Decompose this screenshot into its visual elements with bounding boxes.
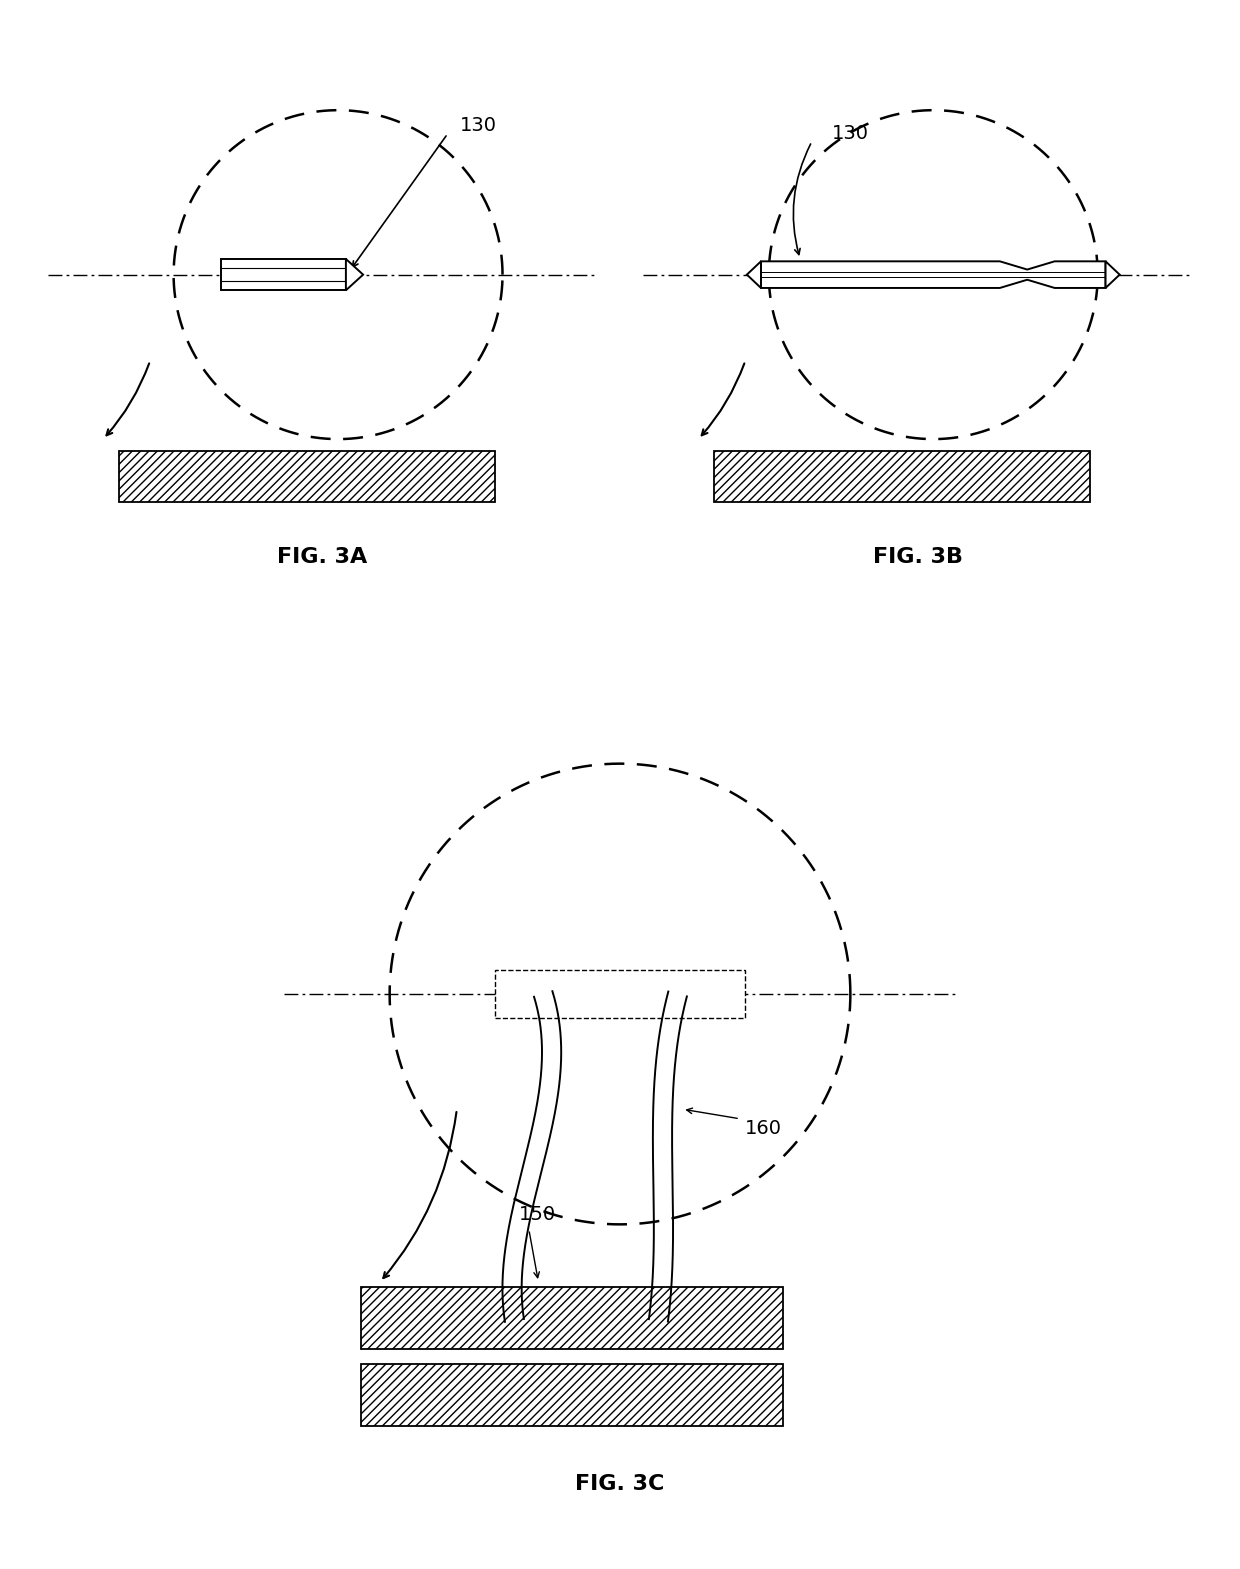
Polygon shape	[746, 262, 761, 289]
Bar	[361, 1287, 784, 1349]
Polygon shape	[761, 262, 1106, 289]
Text: 130: 130	[460, 116, 496, 135]
Bar	[495, 970, 745, 1018]
Polygon shape	[346, 259, 363, 290]
Text: 130: 130	[832, 124, 868, 143]
Polygon shape	[1106, 262, 1120, 289]
Bar	[119, 450, 495, 502]
Text: FIG. 3C: FIG. 3C	[575, 1473, 665, 1494]
Text: 160: 160	[745, 1119, 781, 1138]
Text: FIG. 3B: FIG. 3B	[873, 546, 962, 566]
Bar	[714, 450, 1090, 502]
Text: FIG. 3A: FIG. 3A	[278, 546, 367, 566]
Text: 150: 150	[520, 1205, 557, 1224]
Bar	[361, 1363, 784, 1426]
Bar	[221, 259, 346, 290]
